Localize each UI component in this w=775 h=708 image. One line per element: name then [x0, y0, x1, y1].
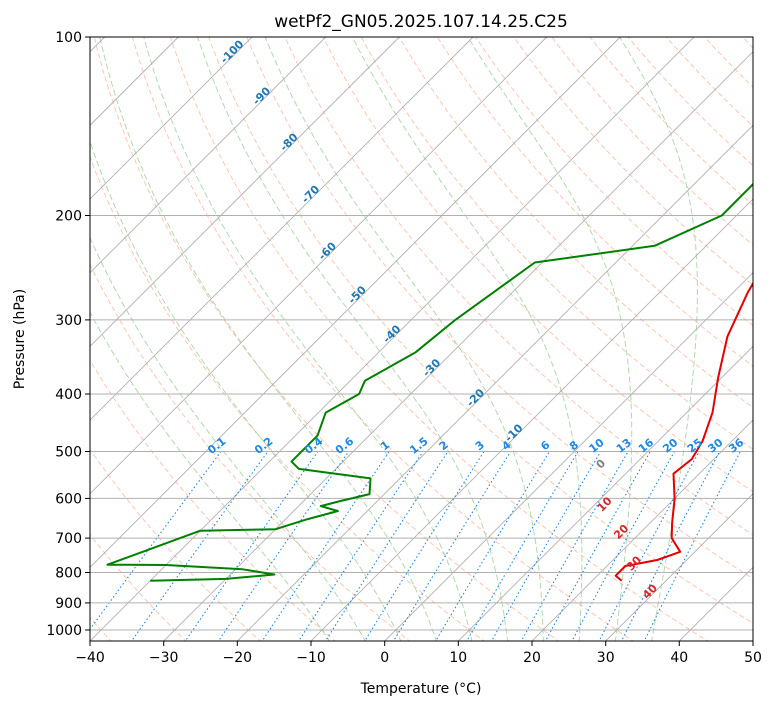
y-tick-label: 300 [55, 313, 82, 329]
mixing-ratio-line [130, 451, 269, 641]
isotherm [90, 37, 621, 569]
x-tick-label: −20 [223, 650, 253, 666]
isotherm [310, 198, 753, 641]
dry-adiabat [246, 37, 753, 580]
background-lines [90, 24, 775, 643]
mixing-ratio-line [520, 451, 629, 641]
mixing-ratio-line [364, 451, 485, 641]
isotherm [457, 345, 753, 641]
dry-adiabat [398, 37, 753, 409]
isotherm [163, 51, 753, 641]
x-axis: −40 −30 −20 −10 0 10 20 30 40 50 [75, 641, 762, 666]
dry-adiabat [513, 37, 753, 286]
dry-adiabat [131, 37, 635, 641]
isotherm [384, 272, 753, 641]
pressure-gridlines [90, 37, 753, 631]
mixing-ratio-line [435, 451, 550, 641]
mixing-ratio-line [324, 451, 449, 641]
moist-adiabat [264, 37, 544, 641]
mixing-ratio-line [643, 451, 741, 641]
x-tick-label: 30 [597, 650, 615, 666]
y-tick-label: 1000 [46, 623, 82, 639]
x-tick-label: 50 [744, 650, 762, 666]
mixing-ratio-line [571, 451, 675, 641]
moist-adiabat [90, 236, 366, 641]
isotherm [90, 37, 400, 347]
y-tick-label: 500 [55, 445, 82, 461]
moist-adiabat [352, 37, 583, 641]
isotherm [236, 124, 753, 641]
isotherm [90, 37, 474, 421]
moist-adiabat [90, 140, 402, 641]
isotherm [752, 640, 753, 641]
isotherm [531, 419, 753, 641]
moist-adiabat [99, 37, 437, 641]
isotherm [90, 37, 253, 200]
mixing-ratio-line [298, 451, 424, 641]
dewpoint-profile [106, 182, 753, 582]
y-axis-label: Pressure (hPa) [12, 289, 28, 389]
dry-adiabat [169, 37, 709, 641]
isotherm [90, 37, 548, 495]
plot-area [90, 37, 753, 641]
profiles [106, 182, 753, 582]
dry-adiabat [93, 37, 560, 641]
y-tick-label: 800 [55, 566, 82, 582]
x-tick-label: 0 [380, 650, 389, 666]
moist-adiabat [197, 37, 509, 641]
mixing-ratio-line [544, 451, 651, 641]
mixing-ratio-line [261, 451, 390, 641]
x-axis-label: Temperature (°C) [360, 681, 482, 697]
x-tick-label: 20 [523, 650, 541, 666]
isotherm [90, 37, 695, 641]
y-tick-label: 400 [55, 387, 82, 403]
mixing-ratio-line [392, 451, 512, 641]
dry-adiabat [90, 533, 187, 641]
moist-adiabat [619, 37, 698, 641]
y-tick-label: 700 [55, 531, 82, 547]
dry-adiabat [768, 24, 775, 643]
y-tick-label: 100 [55, 30, 82, 46]
y-tick-label: 900 [55, 596, 82, 612]
plot-frame [89, 36, 754, 642]
y-tick-label: 600 [55, 491, 82, 507]
y-axis: 100 200 300 400 500 600 700 800 900 1000 [46, 30, 90, 639]
x-tick-label: −30 [149, 650, 179, 666]
mixing-ratio-line [217, 451, 350, 641]
x-tick-label: −10 [296, 650, 326, 666]
x-tick-label: −40 [75, 650, 105, 666]
chart-title: wetPf2_GN05.2025.107.14.25.C25 [274, 12, 568, 32]
dry-adiabat [284, 37, 753, 536]
x-tick-label: 10 [449, 650, 467, 666]
x-tick-label: 40 [670, 650, 688, 666]
dry-adiabat [90, 263, 411, 641]
isotherm [90, 37, 327, 274]
dry-adiabat [322, 37, 753, 493]
isotherm [605, 493, 753, 641]
y-tick-label: 200 [55, 209, 82, 225]
mixing-ratio-line [184, 451, 319, 641]
moist-adiabat [143, 37, 473, 641]
temperature-profile [614, 281, 753, 582]
